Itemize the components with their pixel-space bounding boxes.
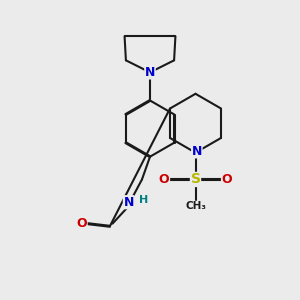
Text: CH₃: CH₃ bbox=[185, 201, 206, 211]
Text: N: N bbox=[145, 66, 155, 79]
Text: N: N bbox=[192, 145, 202, 158]
Text: N: N bbox=[123, 196, 134, 209]
Text: H: H bbox=[139, 194, 148, 205]
Text: O: O bbox=[76, 217, 87, 230]
Text: O: O bbox=[221, 173, 232, 186]
Text: O: O bbox=[159, 173, 169, 186]
Text: S: S bbox=[190, 172, 200, 186]
